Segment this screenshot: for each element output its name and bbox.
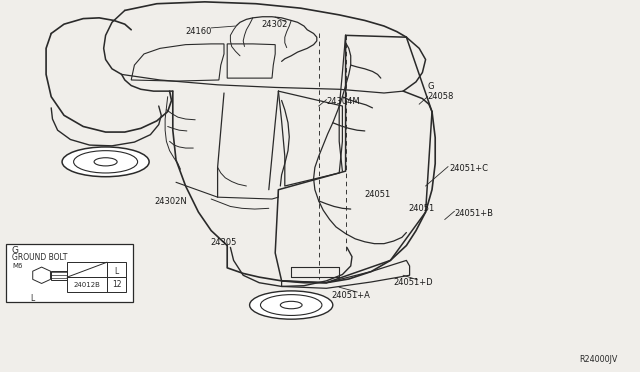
Text: 24051: 24051 (408, 204, 435, 213)
Text: 24302: 24302 (261, 20, 287, 29)
Text: L: L (115, 267, 118, 276)
Text: G: G (428, 82, 434, 91)
Bar (107, 277, 126, 292)
Text: 12: 12 (112, 280, 121, 289)
Text: M6: M6 (13, 263, 23, 269)
Bar (67, 262, 107, 277)
Text: 24304M: 24304M (326, 97, 360, 106)
Text: 24160: 24160 (186, 27, 212, 36)
Text: 24051+C: 24051+C (449, 164, 488, 173)
Polygon shape (33, 267, 51, 283)
Text: GROUND BOLT: GROUND BOLT (12, 253, 67, 262)
Text: L: L (31, 294, 35, 303)
Text: 24302N: 24302N (155, 197, 188, 206)
Bar (67, 277, 107, 292)
Text: G: G (12, 246, 19, 255)
Text: 24051: 24051 (365, 190, 391, 199)
Text: R24000JV: R24000JV (579, 355, 618, 364)
Text: 24012B: 24012B (74, 282, 100, 288)
Text: 24051+B: 24051+B (454, 209, 493, 218)
Text: 24058: 24058 (428, 92, 454, 101)
Ellipse shape (62, 147, 149, 177)
Text: 24051+A: 24051+A (332, 291, 371, 300)
Bar (107, 262, 126, 277)
Text: 24305: 24305 (210, 238, 236, 247)
Ellipse shape (250, 291, 333, 319)
Bar (51, 271, 67, 280)
Bar (6, 244, 133, 302)
Text: 24051+D: 24051+D (394, 278, 433, 287)
